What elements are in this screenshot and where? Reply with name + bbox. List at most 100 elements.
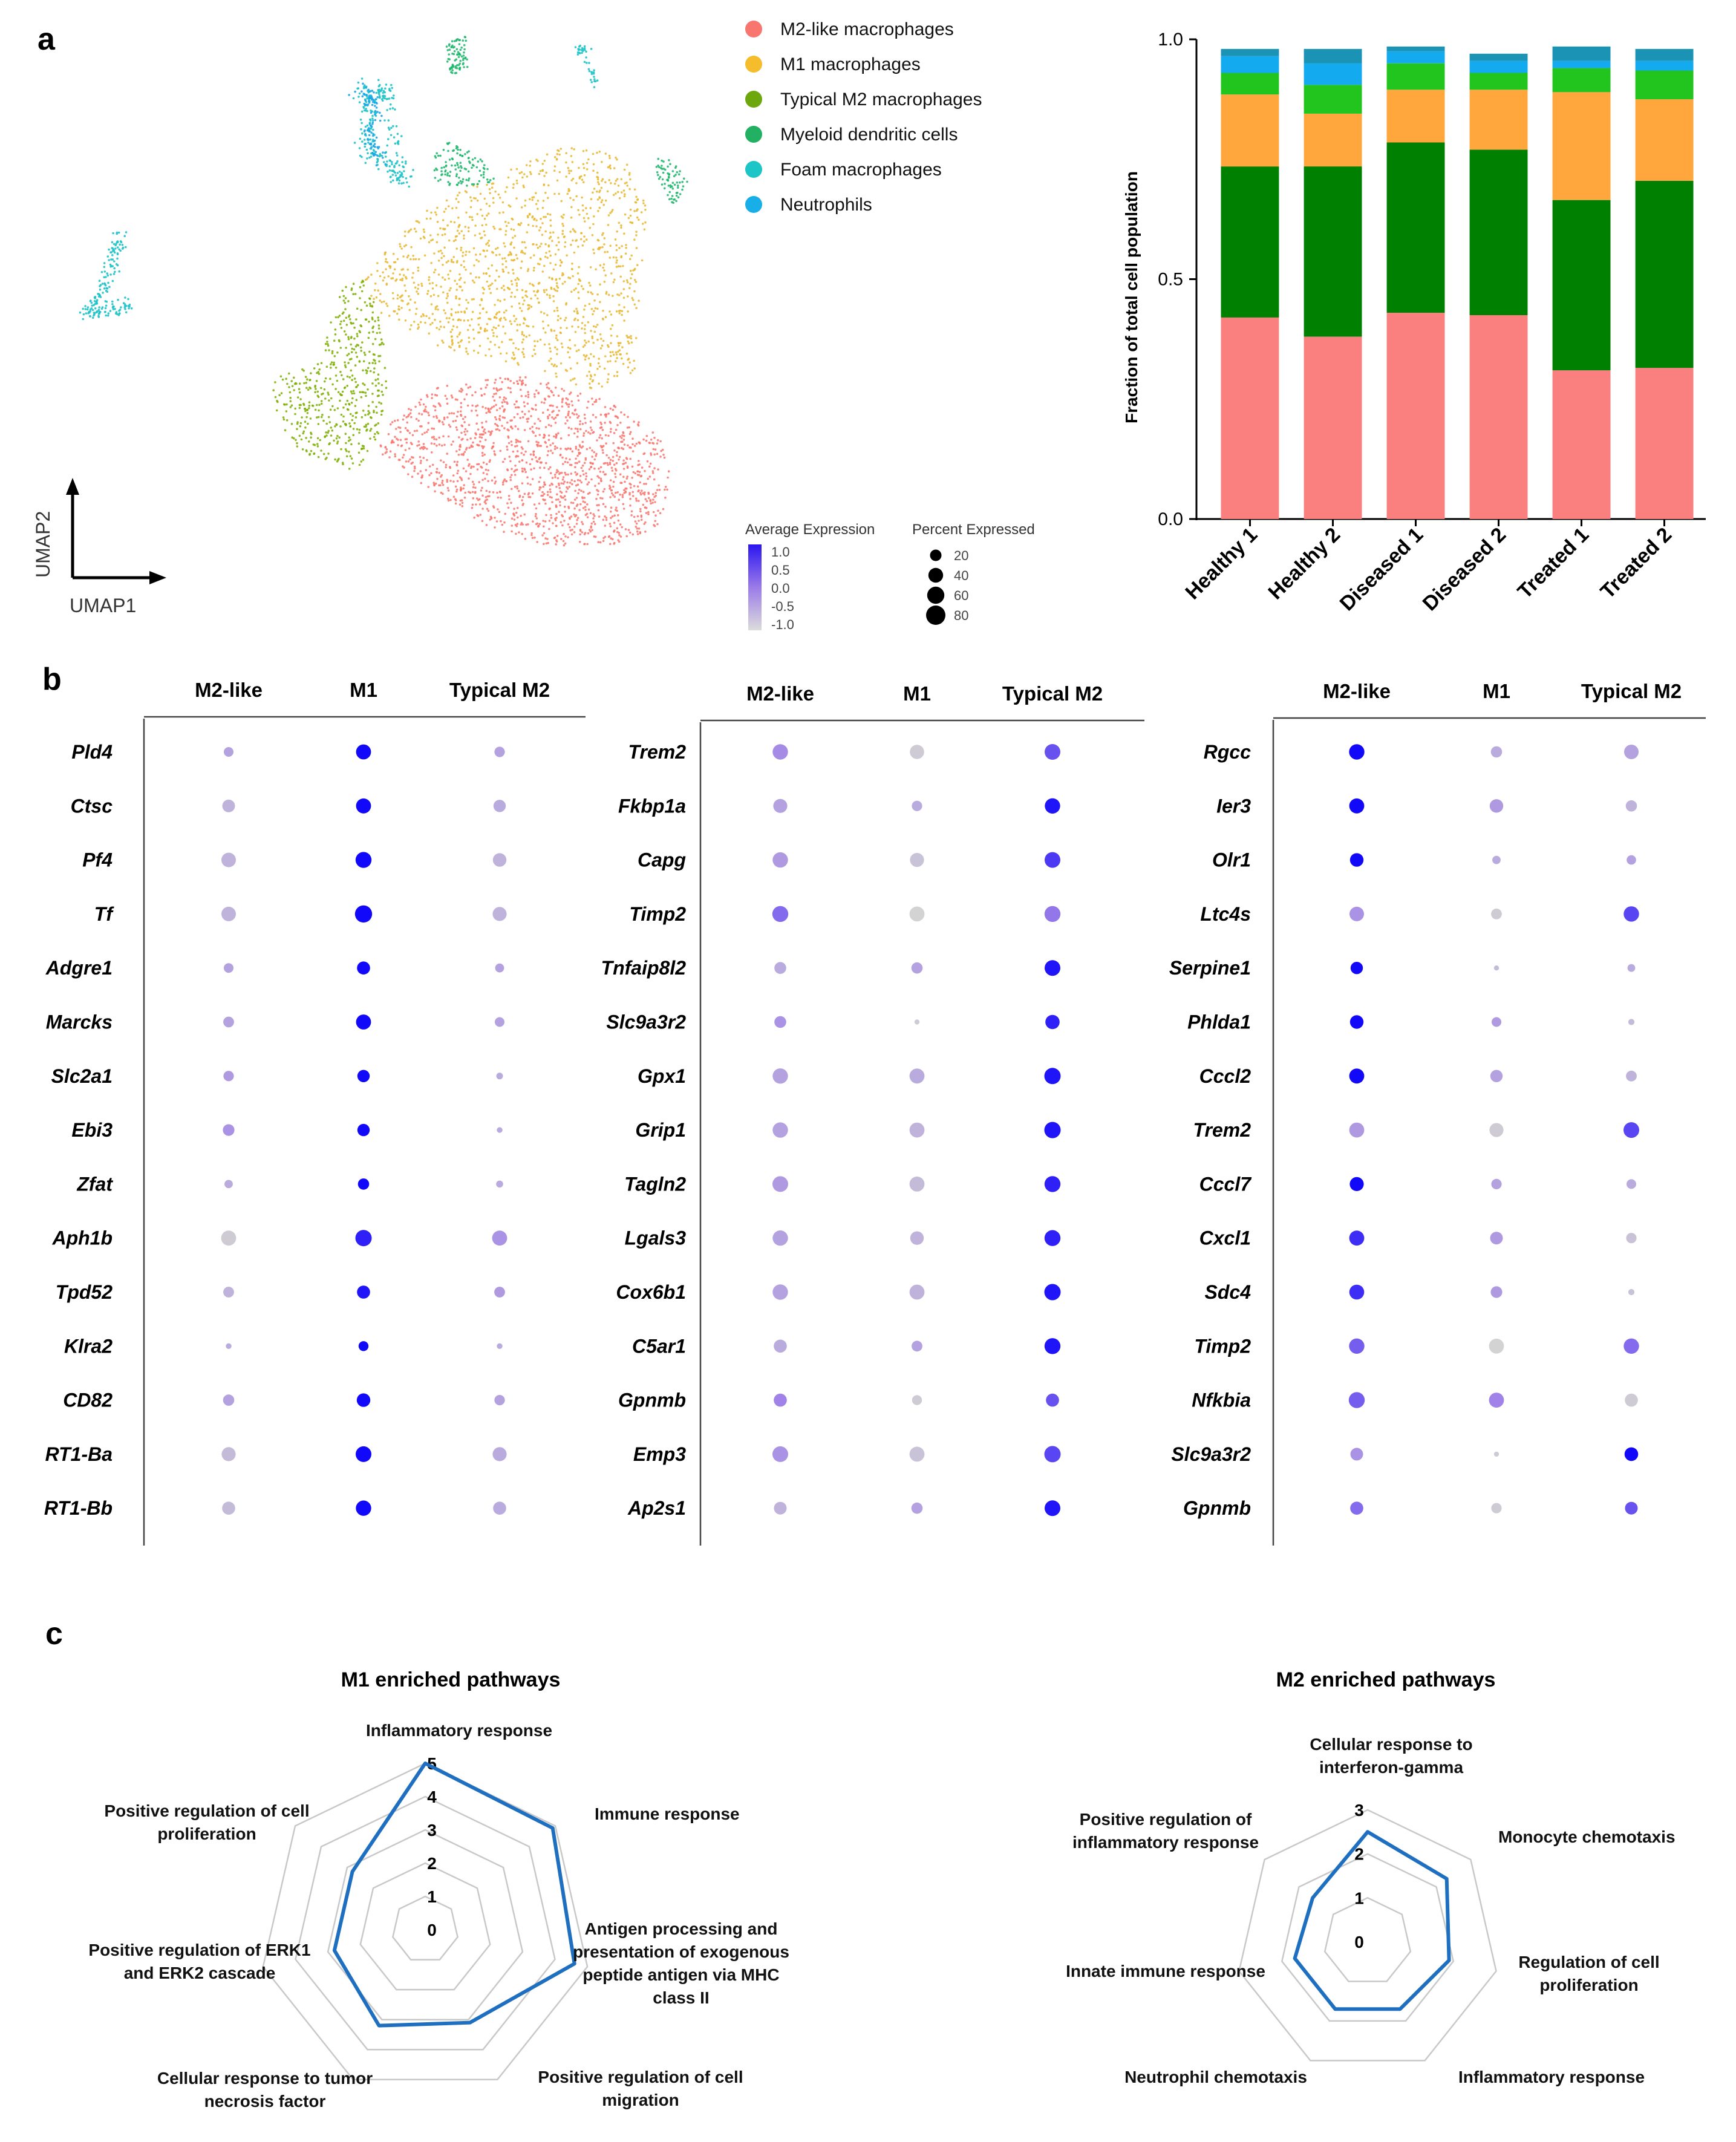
umap-point	[524, 413, 526, 416]
umap-point	[433, 252, 436, 255]
umap-point	[460, 339, 463, 342]
umap-point	[385, 282, 388, 285]
umap-point	[564, 246, 566, 248]
umap-point	[460, 230, 463, 233]
umap-point	[577, 282, 579, 286]
umap-point	[534, 345, 537, 347]
umap-point	[512, 342, 515, 345]
umap-point	[492, 177, 495, 180]
umap-point	[586, 516, 589, 518]
umap-point	[541, 222, 544, 224]
umap-point	[460, 249, 462, 252]
dotplot-dot	[772, 744, 788, 760]
umap-point	[405, 460, 408, 463]
umap-point	[609, 485, 611, 487]
umap-point	[518, 302, 521, 305]
umap-point	[380, 402, 383, 405]
umap-point	[471, 216, 474, 218]
umap-point	[403, 235, 406, 238]
umap-point	[375, 405, 377, 408]
dotplot-dot	[357, 1285, 370, 1299]
umap-point	[556, 414, 560, 416]
umap-point	[575, 448, 578, 450]
umap-point	[543, 543, 545, 545]
umap-point	[489, 518, 492, 521]
umap-point	[504, 397, 507, 400]
dotplot-dot	[774, 1339, 787, 1353]
umap-point	[478, 444, 480, 446]
umap-point	[469, 272, 472, 275]
umap-point	[542, 411, 544, 414]
umap-point	[518, 172, 521, 175]
umap-point	[561, 456, 564, 459]
umap-point	[676, 171, 679, 174]
umap-point	[569, 230, 572, 233]
umap-point	[609, 256, 612, 259]
umap-point	[537, 297, 539, 300]
umap-point	[545, 289, 548, 292]
umap-point	[662, 508, 665, 511]
umap-point	[574, 462, 577, 465]
umap-point	[618, 498, 621, 501]
umap-point	[517, 440, 520, 443]
umap-point	[561, 217, 564, 219]
umap-point	[491, 250, 494, 253]
umap-point	[565, 161, 567, 164]
umap-point	[354, 90, 356, 93]
umap-point	[341, 374, 343, 377]
umap-point	[301, 416, 303, 419]
umap-point	[460, 413, 462, 416]
umap-point	[437, 250, 440, 253]
umap-point	[562, 463, 564, 465]
umap-point	[463, 48, 466, 51]
umap-point	[330, 367, 332, 369]
bar-segment	[1386, 46, 1445, 51]
umap-point	[351, 379, 353, 381]
umap-point	[633, 279, 636, 281]
umap-point	[570, 478, 573, 482]
umap-point	[382, 394, 384, 396]
umap-point	[589, 446, 592, 449]
umap-point	[356, 356, 359, 358]
umap-point	[91, 309, 94, 312]
umap-point	[341, 289, 344, 292]
umap-point	[434, 269, 437, 271]
umap-point	[329, 408, 332, 411]
umap-point	[604, 473, 606, 476]
umap-point	[615, 351, 618, 354]
umap-point	[589, 462, 592, 464]
umap-point	[584, 459, 587, 461]
umap-point	[549, 262, 552, 264]
umap-point	[356, 428, 359, 431]
umap-point	[622, 280, 625, 282]
umap-point	[523, 405, 526, 408]
umap-point	[621, 310, 624, 313]
umap-point	[643, 452, 646, 455]
umap-point	[488, 430, 490, 433]
umap-point	[429, 295, 432, 298]
umap-point	[465, 470, 468, 472]
umap-point	[626, 475, 628, 478]
umap-point	[584, 457, 587, 460]
umap-point	[631, 450, 635, 452]
umap-point	[272, 389, 275, 391]
umap-point	[606, 381, 609, 384]
umap-point	[455, 428, 458, 431]
umap-point	[370, 97, 373, 99]
umap-point	[440, 459, 442, 462]
umap-point	[578, 488, 581, 491]
dotplot-gene-label: Timp2	[1194, 1335, 1251, 1357]
umap-point	[511, 259, 513, 261]
umap-point	[482, 462, 485, 464]
dotplot-dot	[355, 852, 372, 868]
umap-point	[365, 94, 368, 96]
umap-point	[553, 364, 556, 366]
umap-point	[373, 139, 376, 142]
umap-point	[374, 438, 377, 441]
umap-point	[442, 276, 444, 279]
umap-point	[567, 523, 570, 526]
umap-point	[579, 529, 582, 532]
umap-point	[575, 445, 578, 448]
umap-point	[308, 407, 310, 410]
umap-point	[472, 247, 475, 250]
